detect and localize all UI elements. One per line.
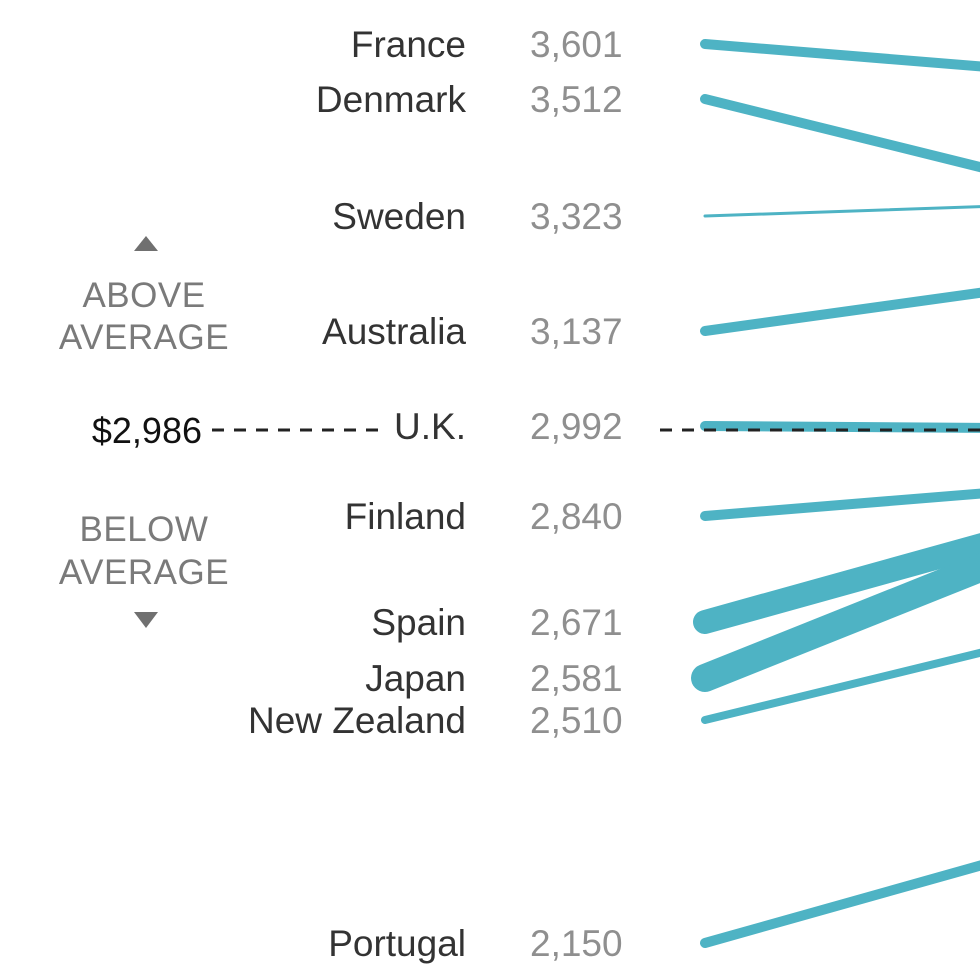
below-average-line-2: AVERAGE — [59, 553, 229, 592]
country-label-spain: Spain — [371, 602, 466, 643]
arrow-up-icon — [134, 236, 158, 251]
average-label: $2,986 — [92, 410, 202, 451]
country-label-france: France — [351, 24, 466, 65]
country-label-australia: Australia — [322, 311, 466, 352]
value-label-portugal: 2,150 — [530, 923, 623, 964]
slope-line-portugal — [700, 860, 980, 948]
below-average-line-1: BELOW — [80, 510, 209, 549]
country-labels: France 3,601 Denmark 3,512 Sweden 3,323 Austra… — [248, 24, 623, 964]
value-label-u-k: 2,992 — [530, 406, 623, 447]
slope-line-finland — [700, 488, 980, 521]
slope-line-u-k — [700, 421, 980, 433]
value-label-sweden: 3,323 — [530, 196, 623, 237]
country-label-portugal: Portugal — [328, 923, 466, 964]
slope-line-new-zealand — [701, 648, 980, 724]
country-label-finland: Finland — [345, 496, 466, 537]
value-label-australia: 3,137 — [530, 311, 623, 352]
value-label-finland: 2,840 — [530, 496, 623, 537]
value-label-spain: 2,671 — [530, 602, 623, 643]
slope-line-spain — [693, 533, 980, 634]
country-label-denmark: Denmark — [316, 79, 467, 120]
slope-lines — [691, 39, 980, 948]
value-label-japan: 2,581 — [530, 658, 623, 699]
above-average-line-1: ABOVE — [82, 276, 205, 315]
value-label-denmark: 3,512 — [530, 79, 623, 120]
slope-line-sweden — [703, 205, 980, 218]
value-label-france: 3,601 — [530, 24, 623, 65]
above-average-line-2: AVERAGE — [59, 318, 229, 357]
slope-line-france — [700, 39, 980, 72]
country-label-japan: Japan — [365, 658, 466, 699]
slope-line-japan — [691, 552, 980, 692]
country-label-new-zealand: New Zealand — [248, 700, 466, 741]
slope-line-australia — [700, 287, 980, 336]
value-label-new-zealand: 2,510 — [530, 700, 623, 741]
country-label-u-k: U.K. — [394, 406, 466, 447]
arrow-down-icon — [134, 612, 158, 628]
slope-line-denmark — [700, 94, 980, 173]
country-label-sweden: Sweden — [332, 196, 466, 237]
